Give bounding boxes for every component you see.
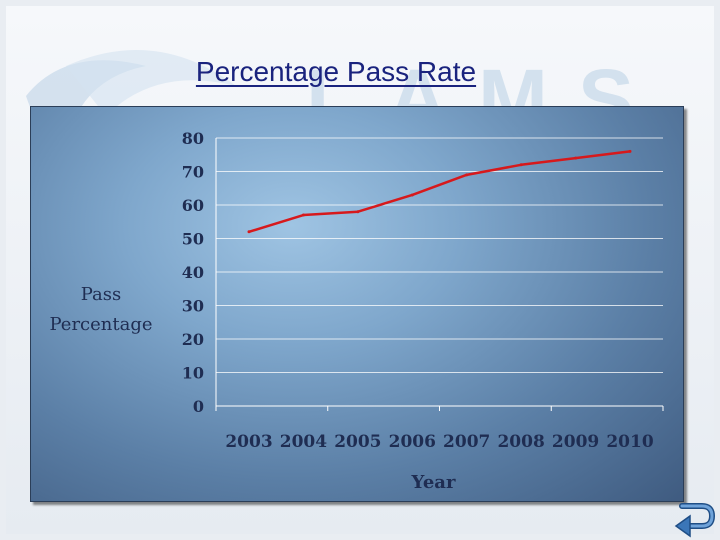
data-point [247,230,251,234]
x-tick-label: 2005 [334,432,381,452]
y-tick-label: 30 [182,297,204,316]
x-tick-label: 2008 [497,432,544,452]
y-tick-label: 80 [182,129,204,148]
y-tick-label: 40 [182,263,204,282]
data-point [301,213,305,217]
y-axis-title: Percentage [49,314,152,335]
y-tick-label: 20 [182,330,204,349]
y-tick-label: 70 [182,163,204,182]
line-chart: 0 10 20 30 40 50 60 70 80 2003 2004 2005 2006 2007 200… [49,129,664,493]
x-tick-label: 2010 [606,432,653,452]
x-tick-label: 2009 [552,432,599,452]
data-point [574,156,578,160]
y-tick-label: 0 [193,397,204,416]
x-axis-title: Year [411,472,456,493]
data-point [410,193,414,197]
data-point [628,149,632,153]
data-point [356,210,360,214]
series-line [248,150,631,233]
y-tick-label: 10 [182,364,204,383]
return-arrow-icon[interactable] [672,498,716,538]
y-tick-label: 60 [182,196,204,215]
y-axis-title: Pass [81,284,122,305]
x-tick-label: 2007 [443,432,490,452]
x-tick-label: 2004 [280,432,327,452]
page-title: Percentage Pass Rate [195,56,477,87]
x-tick-label: 2006 [389,432,436,452]
data-point [519,163,523,167]
y-tick-label: 50 [182,230,204,249]
chart-area: 0 10 20 30 40 50 60 70 80 2003 2004 2005 2006 2007 200… [30,106,684,502]
data-point [465,173,469,177]
x-tick-label: 2003 [225,432,272,452]
